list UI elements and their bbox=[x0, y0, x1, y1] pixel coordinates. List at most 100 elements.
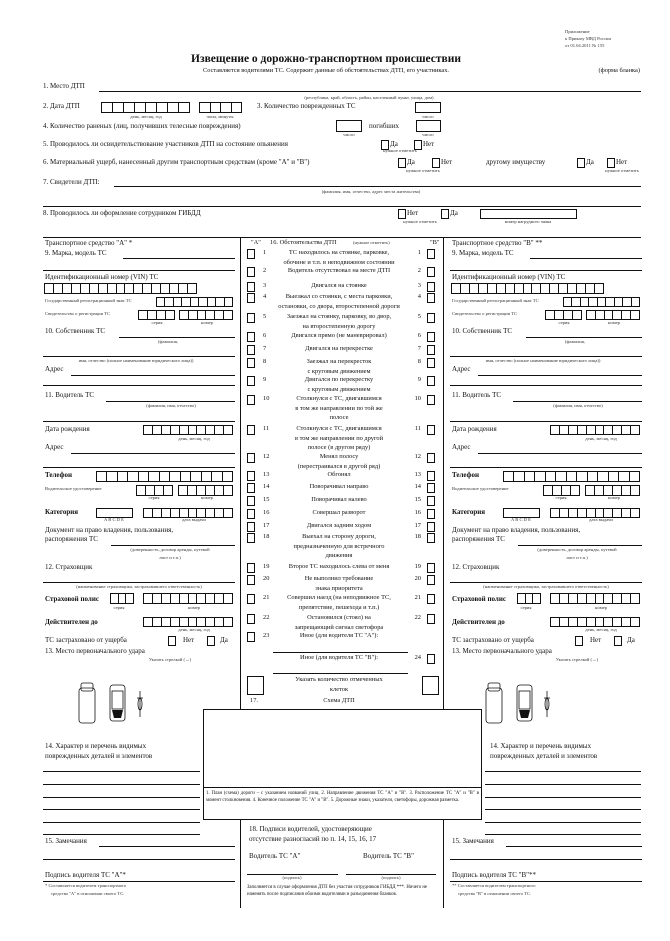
reg-plate-field-a[interactable] bbox=[156, 297, 233, 307]
circumstance-10-a-checkbox[interactable] bbox=[247, 395, 255, 405]
insured-yes-checkbox-a[interactable] bbox=[207, 636, 215, 646]
other-property-yes-checkbox[interactable] bbox=[577, 158, 585, 168]
circumstance-20-a-checkbox[interactable] bbox=[247, 575, 255, 585]
license-issue-date-field-a[interactable] bbox=[143, 508, 233, 518]
circumstance-16-b-checkbox[interactable] bbox=[427, 509, 435, 519]
killed-count-field[interactable] bbox=[416, 120, 441, 132]
insured-no-checkbox-b[interactable] bbox=[575, 636, 583, 646]
circumstance-20-b-checkbox[interactable] bbox=[427, 575, 435, 585]
insured-yes-checkbox-b[interactable] bbox=[614, 636, 622, 646]
circumstance-1-b-checkbox[interactable] bbox=[427, 249, 435, 259]
reg-cert-series-field-a[interactable] bbox=[138, 310, 175, 320]
circumstance-1-a-checkbox[interactable] bbox=[247, 249, 255, 259]
circumstance-12-b-checkbox[interactable] bbox=[427, 453, 435, 463]
motorcycle-diagram-icon-a[interactable] bbox=[136, 690, 144, 718]
circumstance-16-a-checkbox[interactable] bbox=[247, 509, 255, 519]
gibdd-yes-checkbox[interactable] bbox=[441, 209, 449, 219]
circumstance-13-b-checkbox[interactable] bbox=[427, 471, 435, 481]
circumstance-3-a-checkbox[interactable] bbox=[247, 282, 255, 292]
count-b-field[interactable] bbox=[422, 676, 439, 695]
circumstance-22-b-checkbox[interactable] bbox=[427, 614, 435, 624]
circumstance-5-b-checkbox[interactable] bbox=[427, 313, 435, 323]
birth-date-field-b[interactable] bbox=[550, 425, 640, 435]
circumstance-21-b-checkbox[interactable] bbox=[427, 594, 435, 604]
circumstance-7-b-checkbox[interactable] bbox=[427, 345, 435, 355]
circumstance-21-a-checkbox[interactable] bbox=[247, 594, 255, 604]
category-field-b[interactable] bbox=[503, 508, 540, 518]
circumstance-17-a-checkbox[interactable] bbox=[247, 522, 255, 532]
circumstance-3-b-checkbox[interactable] bbox=[427, 282, 435, 292]
circumstance-24-b-checkbox[interactable] bbox=[427, 654, 435, 664]
circumstance-7-a-checkbox[interactable] bbox=[247, 345, 255, 355]
circumstance-9-b-checkbox[interactable] bbox=[427, 376, 435, 386]
car-diagram-icon-a[interactable] bbox=[109, 684, 126, 722]
reg-cert-number-field-b[interactable] bbox=[586, 310, 640, 320]
circumstance-2-a-checkbox[interactable] bbox=[247, 267, 255, 277]
badge-number-field[interactable] bbox=[480, 209, 577, 219]
material-vehicles-yes-checkbox[interactable] bbox=[398, 158, 406, 168]
circumstance-15-b-checkbox[interactable] bbox=[427, 496, 435, 506]
circumstance-4-a-checkbox[interactable] bbox=[247, 293, 255, 303]
truck-diagram-icon-a[interactable] bbox=[78, 682, 96, 724]
circumstance-18-a-checkbox[interactable] bbox=[247, 533, 255, 543]
circumstance-11-a-checkbox[interactable] bbox=[247, 425, 255, 435]
circumstance-22-a-checkbox[interactable] bbox=[247, 614, 255, 624]
scheme-drawing-area[interactable] bbox=[203, 709, 482, 820]
other-property-no-checkbox[interactable] bbox=[607, 158, 615, 168]
circumstance-15-a-checkbox[interactable] bbox=[247, 496, 255, 506]
intox-yes-checkbox[interactable] bbox=[381, 140, 389, 150]
circumstance-12-a-checkbox[interactable] bbox=[247, 453, 255, 463]
circumstance-9-a-checkbox[interactable] bbox=[247, 376, 255, 386]
policy-number-field-b[interactable] bbox=[550, 593, 640, 604]
intox-no-checkbox[interactable] bbox=[414, 140, 422, 150]
phone-field-b[interactable] bbox=[503, 471, 640, 482]
car-diagram-icon-b[interactable] bbox=[516, 684, 533, 722]
vin-field-b[interactable] bbox=[451, 283, 604, 294]
license-series-field-a[interactable] bbox=[136, 485, 173, 496]
date-field[interactable] bbox=[101, 102, 190, 113]
circumstance-23-text: Иное (для водителя ТС "А"): bbox=[299, 632, 379, 640]
circumstance-13-a-checkbox[interactable] bbox=[247, 471, 255, 481]
circumstance-17-b-checkbox[interactable] bbox=[427, 522, 435, 532]
circumstance-5-a-checkbox[interactable] bbox=[247, 313, 255, 323]
circumstance-14-a-checkbox[interactable] bbox=[247, 483, 255, 493]
circumstance-14-b-checkbox[interactable] bbox=[427, 483, 435, 493]
time-field[interactable] bbox=[199, 102, 242, 113]
valid-until-field-b[interactable] bbox=[550, 617, 640, 627]
license-series-field-b[interactable] bbox=[543, 485, 580, 496]
truck-diagram-icon-b[interactable] bbox=[485, 682, 503, 724]
policy-number-field-a[interactable] bbox=[143, 593, 233, 604]
motorcycle-diagram-icon-b[interactable] bbox=[543, 690, 551, 718]
circumstance-10-b-checkbox[interactable] bbox=[427, 395, 435, 405]
material-vehicles-no-checkbox[interactable] bbox=[432, 158, 440, 168]
insured-no-checkbox-a[interactable] bbox=[168, 636, 176, 646]
circumstance-4-b-checkbox[interactable] bbox=[427, 293, 435, 303]
circumstance-8-b-checkbox[interactable] bbox=[427, 358, 435, 368]
category-field-a[interactable] bbox=[96, 508, 133, 518]
birth-date-field-a[interactable] bbox=[143, 425, 233, 435]
vin-field-a[interactable] bbox=[44, 283, 197, 294]
circumstance-23-a-checkbox[interactable] bbox=[247, 632, 255, 642]
policy-series-field-a[interactable] bbox=[110, 593, 134, 604]
phone-field-a[interactable] bbox=[96, 471, 233, 482]
reg-cert-number-field-a[interactable] bbox=[179, 310, 233, 320]
license-number-field-b[interactable] bbox=[585, 485, 640, 496]
valid-until-field-a[interactable] bbox=[143, 617, 233, 627]
gibdd-no-checkbox[interactable] bbox=[398, 209, 406, 219]
reg-cert-series-field-b[interactable] bbox=[545, 310, 582, 320]
damaged-count-field[interactable] bbox=[415, 102, 441, 113]
reg-plate-field-b[interactable] bbox=[563, 297, 640, 307]
policy-series-field-b[interactable] bbox=[517, 593, 541, 604]
circumstance-8-a-checkbox[interactable] bbox=[247, 358, 255, 368]
circumstance-19-b-checkbox[interactable] bbox=[427, 563, 435, 573]
license-number-field-a[interactable] bbox=[178, 485, 233, 496]
circumstance-19-a-checkbox[interactable] bbox=[247, 563, 255, 573]
circumstance-6-b-checkbox[interactable] bbox=[427, 332, 435, 342]
circumstance-11-b-checkbox[interactable] bbox=[427, 425, 435, 435]
license-issue-date-field-b[interactable] bbox=[550, 508, 640, 518]
injured-count-field[interactable] bbox=[336, 120, 362, 132]
count-a-field[interactable] bbox=[247, 676, 264, 695]
circumstance-18-b-checkbox[interactable] bbox=[427, 533, 435, 543]
circumstance-6-a-checkbox[interactable] bbox=[247, 332, 255, 342]
circumstance-2-b-checkbox[interactable] bbox=[427, 267, 435, 277]
